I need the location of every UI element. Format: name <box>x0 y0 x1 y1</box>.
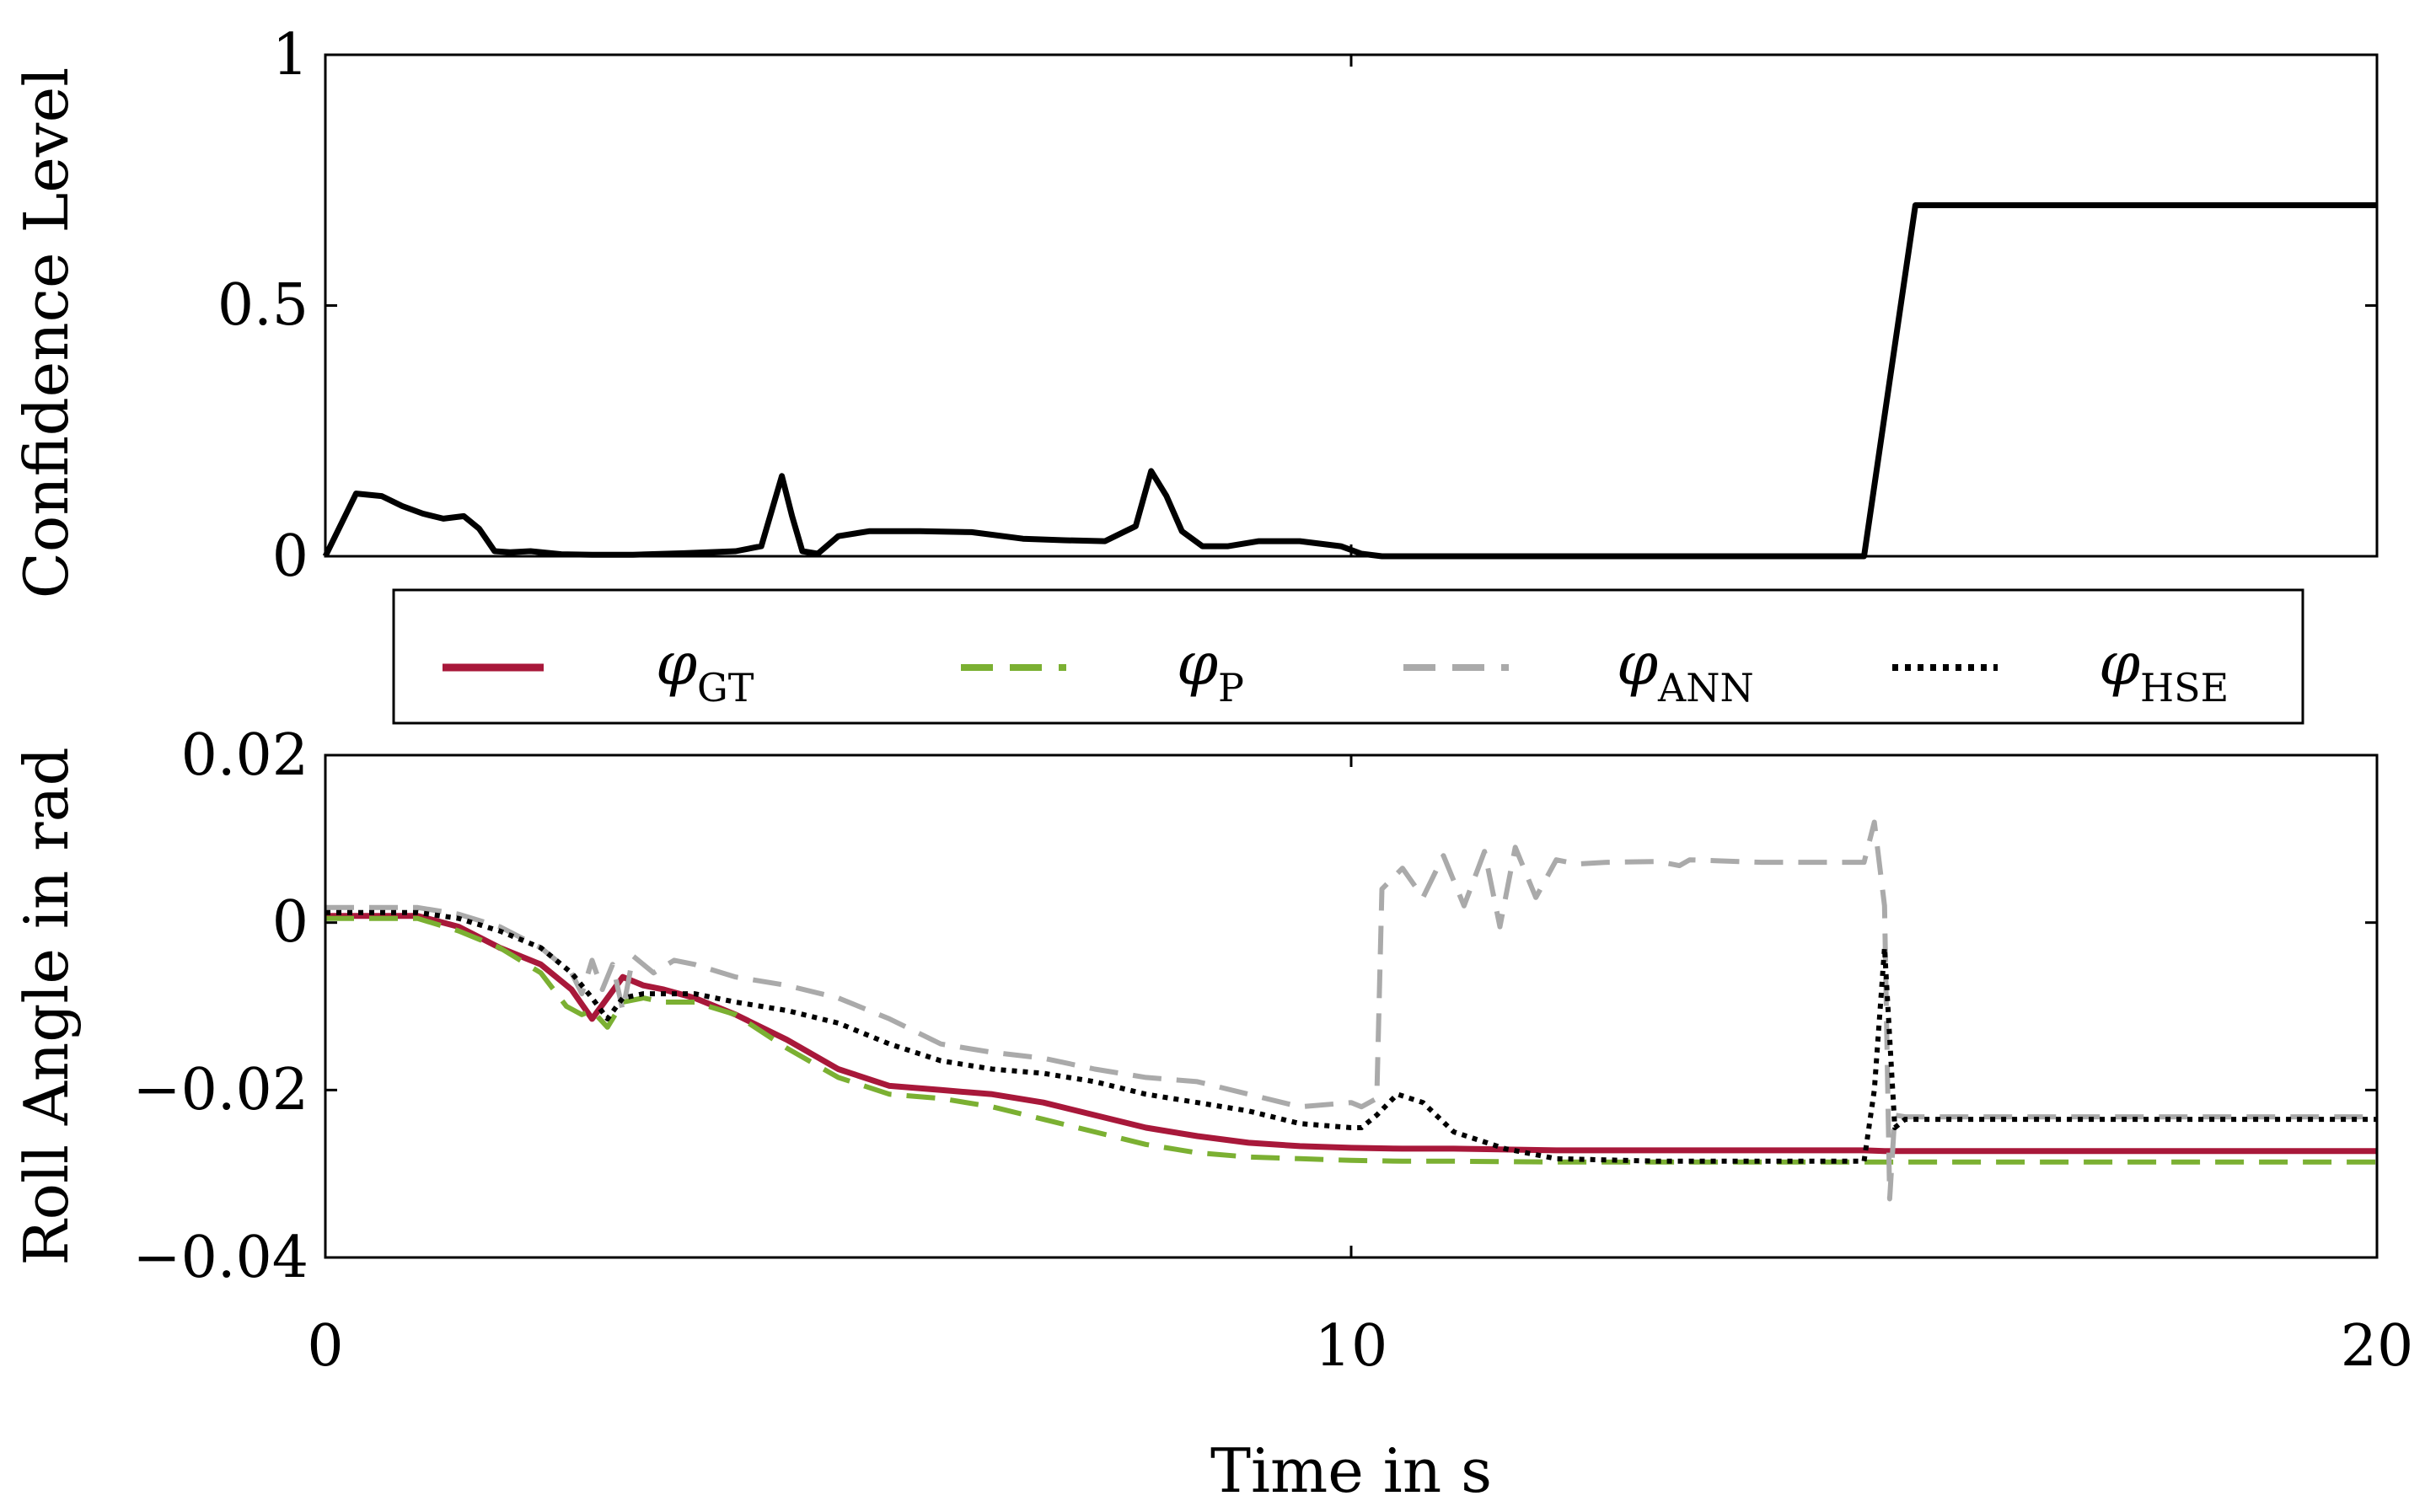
roll-angle-ylabel: Roll Angle in rad <box>11 747 82 1265</box>
roll-angle-ticks <box>324 753 2379 1259</box>
confidence-ylabel: Confidence Level <box>11 67 82 598</box>
confidence-ticks <box>324 53 2379 558</box>
roll-angle-series-3 <box>325 909 2377 1164</box>
legend-label-hse: φHSE <box>2099 630 2229 710</box>
confidence-ytick-1: 1 <box>272 22 308 88</box>
roll-angle-ytick-neg0.02: −0.02 <box>133 1057 308 1123</box>
xtick-20: 20 <box>2341 1313 2414 1380</box>
confidence-ytick-0: 0 <box>272 523 308 590</box>
xtick-0: 0 <box>307 1313 343 1380</box>
roll-angle-panel: 0.02 0 −0.02 −0.04 0 10 20 Roll Angle in… <box>11 722 2413 1506</box>
roll-angle-ytick-neg0.04: −0.04 <box>133 1225 308 1291</box>
roll-angle-series-2 <box>325 819 2377 1202</box>
confidence-ytick-0.5: 0.5 <box>217 272 308 339</box>
legend-frame <box>392 588 2304 725</box>
x-axis-label: Time in s <box>1210 1435 1492 1506</box>
roll-angle-series <box>325 819 2377 1202</box>
confidence-axes-frame <box>324 53 2379 558</box>
legend: φGT φP φANN φHSE <box>392 588 2304 725</box>
legend-label-gt: φGT <box>656 630 754 710</box>
roll-angle-series-0 <box>325 913 2377 1155</box>
roll-angle-series-1 <box>325 915 2377 1165</box>
roll-angle-ytick-0: 0 <box>272 889 308 956</box>
xtick-10: 10 <box>1315 1313 1388 1380</box>
confidence-series <box>322 202 2377 560</box>
legend-label-p: φP <box>1177 630 1244 710</box>
confidence-panel: 1 0.5 0 Confidence Level <box>11 22 2379 598</box>
legend-label-ann: φANN <box>1617 630 1754 710</box>
roll-angle-ytick-0.02: 0.02 <box>181 722 308 789</box>
confidence-series-0 <box>322 202 2377 560</box>
roll-angle-axes-frame <box>324 753 2379 1259</box>
